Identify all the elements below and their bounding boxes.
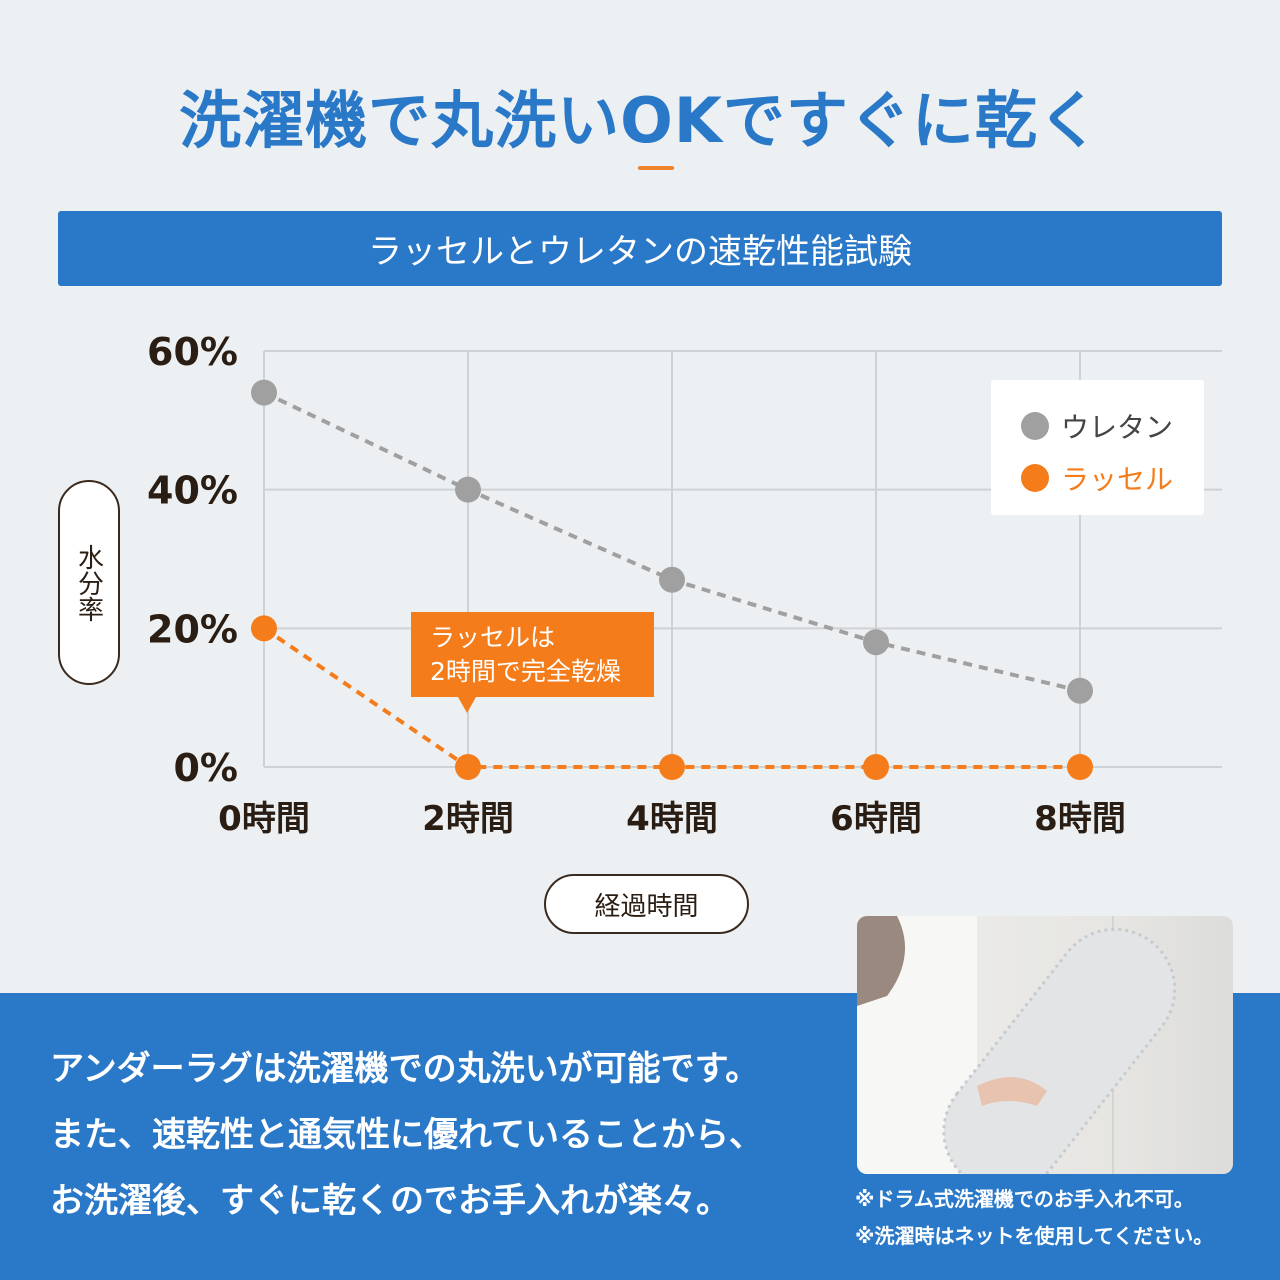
y-tick-label: 0% [173,746,238,790]
description-line: また、速乾性と通気性に優れていることから、 [50,1115,763,1155]
x-tick-label: 0時間 [218,799,310,839]
legend-label: ウレタン [1061,411,1174,444]
product-photo [857,916,1233,1174]
y-tick-label: 60% [147,330,238,374]
legend-dot [1021,464,1049,492]
legend-item-urethane: ウレタン [1021,400,1204,452]
x-tick-label: 6時間 [830,799,922,839]
title-underline [638,166,674,170]
annotation-line: ラッセルは [430,623,556,652]
data-point [1067,677,1093,704]
x-tick-label: 4時間 [626,799,718,839]
data-point [251,615,277,642]
notes: ※ドラム式洗濯機でのお手入れ不可。 ※洗濯時はネットを使用してください。 [855,1181,1213,1255]
data-point [455,754,481,780]
data-point [455,476,481,503]
legend: ウレタン ラッセル [991,380,1204,515]
x-tick-label: 2時間 [422,799,514,839]
y-axis-label: 水分率 [58,480,120,685]
legend-dot [1021,412,1049,440]
data-point [659,754,685,780]
legend-label: ラッセル [1061,463,1174,496]
description: アンダーラグは洗濯機での丸洗いが可能です。 また、速乾性と通気性に優れていること… [50,1036,763,1234]
data-point [863,629,889,656]
description-line: お洗濯後、すぐに乾くのでお手入れが楽々。 [50,1181,730,1221]
description-line: アンダーラグは洗濯機での丸洗いが可能です。 [50,1049,760,1089]
note: ※洗濯時はネットを使用してください。 [855,1224,1214,1248]
note: ※ドラム式洗濯機でのお手入れ不可。 [855,1187,1194,1211]
x-tick-label: 8時間 [1034,799,1126,839]
y-tick-label: 40% [147,469,238,513]
x-axis-label: 経過時間 [544,874,749,934]
data-point [659,566,685,593]
page-title: 洗濯機で丸洗いOKですぐに乾く [179,84,1101,157]
legend-item-russel: ラッセル [1021,452,1204,504]
y-tick-label: 20% [147,607,238,651]
data-point [1067,754,1093,780]
annotation-line: 2時間で完全乾燥 [430,657,621,686]
data-point [251,379,277,406]
data-point [863,754,889,780]
annotation-callout: ラッセルは 2時間で完全乾燥 [411,612,654,713]
chart-title-banner: ラッセルとウレタンの速乾性能試験 [58,211,1222,286]
